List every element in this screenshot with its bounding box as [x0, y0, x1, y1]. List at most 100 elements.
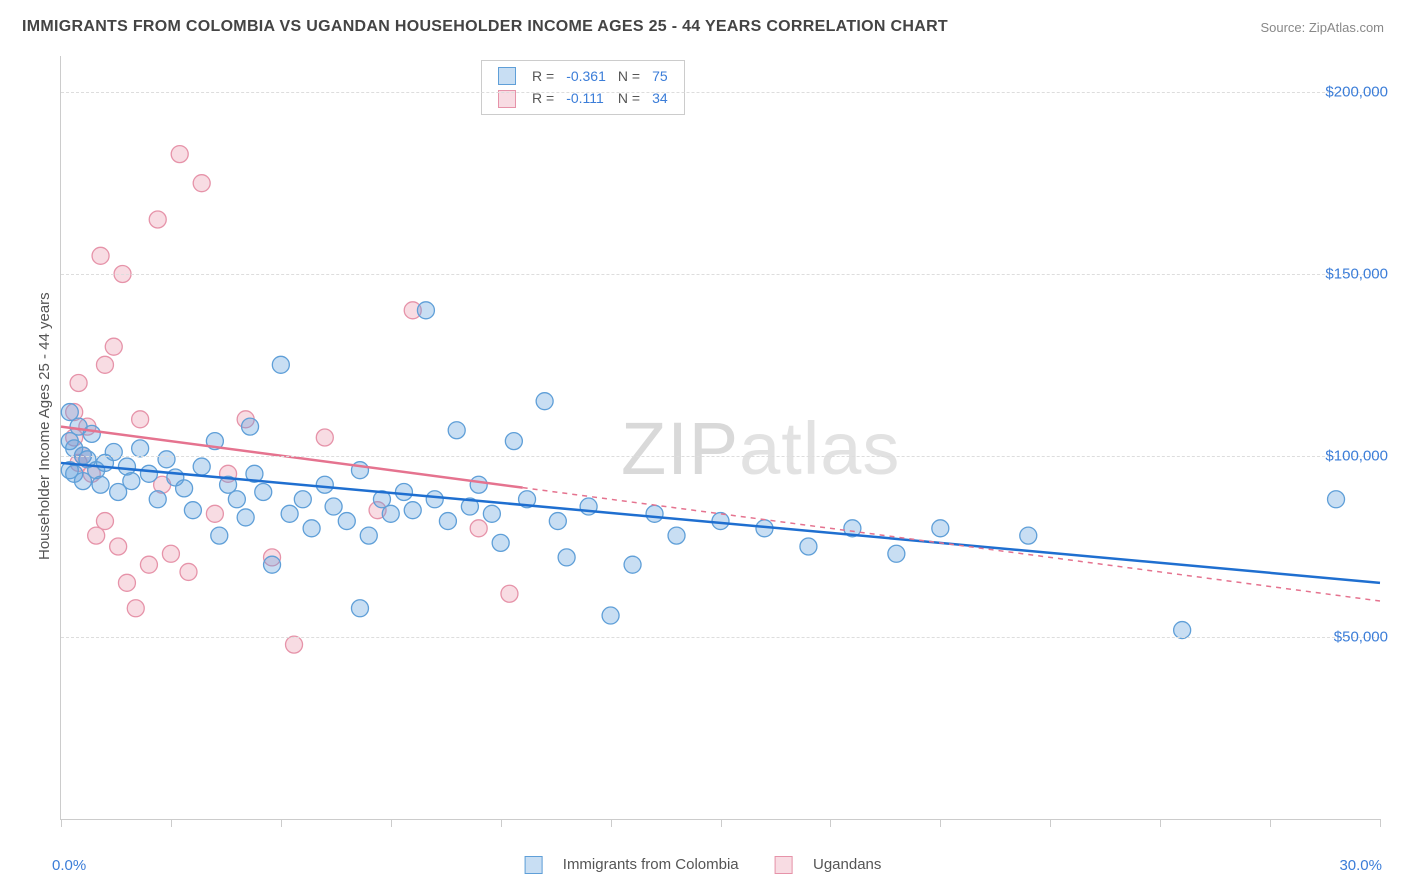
data-point: [83, 425, 100, 442]
data-point: [932, 520, 949, 537]
data-point: [158, 451, 175, 468]
data-point: [176, 480, 193, 497]
data-point: [211, 527, 228, 544]
data-point: [439, 513, 456, 530]
data-point: [325, 498, 342, 515]
data-point: [1020, 527, 1037, 544]
data-point: [184, 502, 201, 519]
y-axis-label: Householder Income Ages 25 - 44 years: [36, 292, 53, 560]
data-point: [206, 505, 223, 522]
data-point: [646, 505, 663, 522]
x-tick: [391, 819, 392, 827]
data-point: [316, 429, 333, 446]
data-point: [105, 444, 122, 461]
data-point: [492, 534, 509, 551]
x-tick: [1380, 819, 1381, 827]
data-point: [800, 538, 817, 555]
data-point: [338, 513, 355, 530]
data-point: [712, 513, 729, 530]
legend-label-colombia: Immigrants from Colombia: [563, 856, 739, 873]
gridline: [61, 274, 1380, 275]
data-point: [360, 527, 377, 544]
data-point: [1174, 622, 1191, 639]
data-point: [470, 476, 487, 493]
data-point: [193, 458, 210, 475]
data-point: [303, 520, 320, 537]
source-label: Source: ZipAtlas.com: [1260, 20, 1384, 35]
data-point: [668, 527, 685, 544]
data-point: [105, 338, 122, 355]
data-point: [193, 175, 210, 192]
x-axis-min-label: 0.0%: [52, 857, 86, 874]
data-point: [132, 440, 149, 457]
data-point: [140, 465, 157, 482]
x-tick: [1050, 819, 1051, 827]
data-point: [602, 607, 619, 624]
data-point: [264, 556, 281, 573]
data-point: [505, 433, 522, 450]
plot-svg: [61, 56, 1380, 819]
trend-line: [61, 463, 1380, 583]
data-point: [127, 600, 144, 617]
data-point: [132, 411, 149, 428]
data-point: [255, 484, 272, 501]
data-point: [228, 491, 245, 508]
data-point: [110, 538, 127, 555]
data-point: [888, 545, 905, 562]
data-point: [1328, 491, 1345, 508]
data-point: [316, 476, 333, 493]
x-tick: [830, 819, 831, 827]
data-point: [92, 247, 109, 264]
y-tick-label: $50,000: [1334, 629, 1388, 646]
y-tick-label: $200,000: [1325, 84, 1388, 101]
data-point: [123, 473, 140, 490]
data-point: [272, 356, 289, 373]
data-point: [426, 491, 443, 508]
data-point: [536, 393, 553, 410]
data-point: [149, 491, 166, 508]
data-point: [281, 505, 298, 522]
gridline: [61, 456, 1380, 457]
data-point: [286, 636, 303, 653]
x-tick: [1270, 819, 1271, 827]
data-point: [149, 211, 166, 228]
data-point: [549, 513, 566, 530]
data-point: [404, 502, 421, 519]
data-point: [483, 505, 500, 522]
trend-line-dashed: [523, 488, 1380, 601]
data-point: [501, 585, 518, 602]
data-point: [92, 476, 109, 493]
data-point: [171, 146, 188, 163]
x-tick: [281, 819, 282, 827]
data-point: [470, 520, 487, 537]
x-tick: [611, 819, 612, 827]
x-tick: [171, 819, 172, 827]
data-point: [162, 545, 179, 562]
x-axis-max-label: 30.0%: [1339, 857, 1382, 874]
data-point: [351, 600, 368, 617]
data-point: [180, 563, 197, 580]
data-point: [382, 505, 399, 522]
data-point: [417, 302, 434, 319]
x-tick: [61, 819, 62, 827]
legend-label-ugandans: Ugandans: [813, 856, 881, 873]
data-point: [395, 484, 412, 501]
data-point: [624, 556, 641, 573]
data-point: [237, 509, 254, 526]
gridline: [61, 637, 1380, 638]
data-point: [448, 422, 465, 439]
plot-area: R = -0.361 N = 75 R = -0.111 N = 34 ZIPa…: [60, 56, 1380, 820]
data-point: [96, 513, 113, 530]
swatch-ugandans: [775, 856, 793, 874]
data-point: [70, 375, 87, 392]
data-point: [294, 491, 311, 508]
chart-container: IMMIGRANTS FROM COLOMBIA VS UGANDAN HOUS…: [0, 0, 1406, 892]
data-point: [96, 356, 113, 373]
y-tick-label: $100,000: [1325, 447, 1388, 464]
y-tick-label: $150,000: [1325, 266, 1388, 283]
chart-title: IMMIGRANTS FROM COLOMBIA VS UGANDAN HOUS…: [22, 18, 948, 36]
swatch-colombia: [525, 856, 543, 874]
data-point: [558, 549, 575, 566]
gridline: [61, 92, 1380, 93]
x-tick: [501, 819, 502, 827]
